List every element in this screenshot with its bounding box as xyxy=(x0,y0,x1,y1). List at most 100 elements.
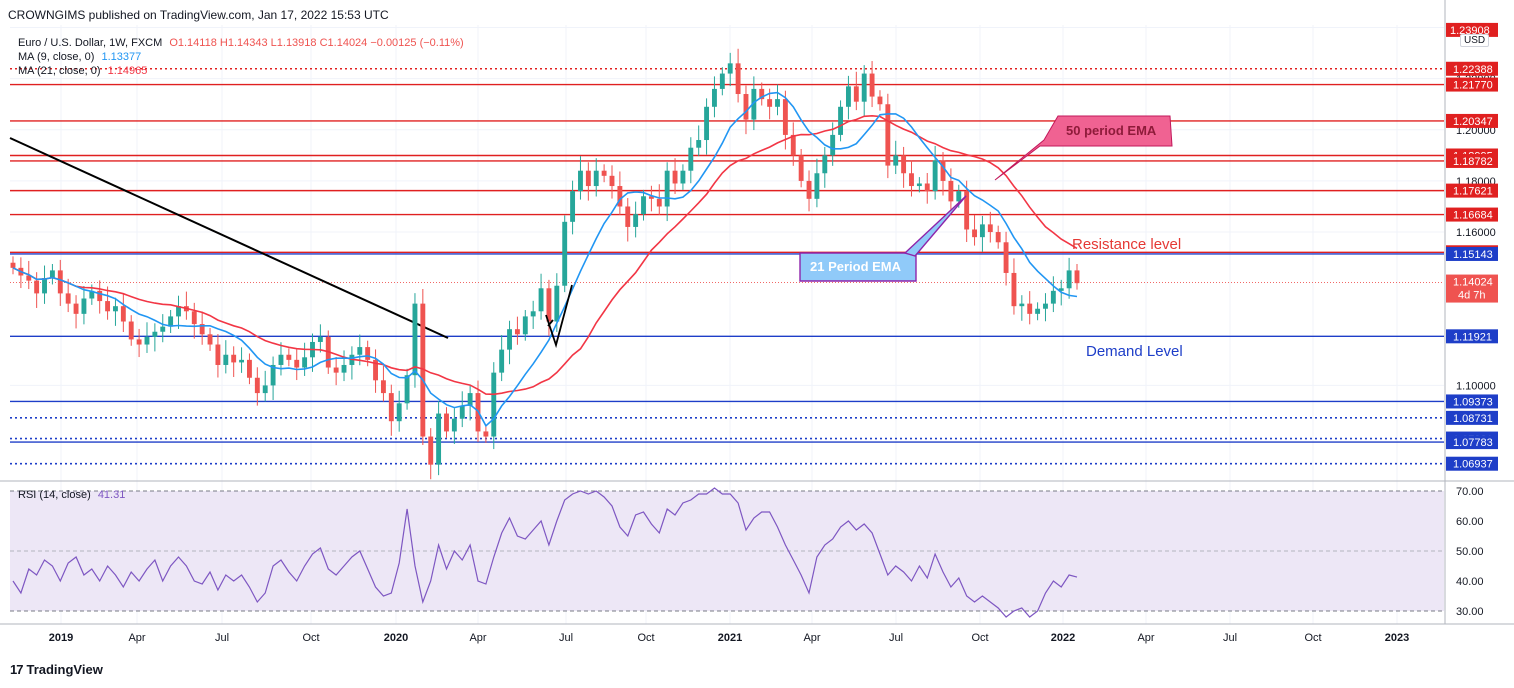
candle-body xyxy=(26,275,32,281)
candle-body xyxy=(893,155,899,166)
level-badge xyxy=(1446,183,1498,198)
candle-body xyxy=(451,418,457,432)
candle-body xyxy=(546,288,552,322)
currency-badge[interactable]: USD xyxy=(1460,34,1490,47)
rsi-line xyxy=(12,487,1078,618)
candle-body xyxy=(49,270,55,279)
candle-body xyxy=(105,301,111,312)
candle-body xyxy=(1003,242,1009,273)
candle-body xyxy=(223,354,229,365)
candle-body xyxy=(1035,308,1041,314)
candle-body xyxy=(916,183,922,187)
candle-body xyxy=(81,298,87,314)
candle-body xyxy=(396,403,402,422)
time-tick-label: 2021 xyxy=(718,632,742,644)
candle-body xyxy=(207,334,213,345)
candle-body xyxy=(901,155,907,174)
trend-line xyxy=(9,137,449,339)
candle-body xyxy=(932,160,938,192)
time-tick-label: Jul xyxy=(889,632,903,644)
candle-body xyxy=(1043,303,1048,309)
candle-body xyxy=(759,88,765,100)
ema21-label: 21 Period EMA xyxy=(810,259,902,274)
time-tick-label: Oct xyxy=(637,632,654,644)
demand-label: Demand Level xyxy=(1086,343,1183,360)
level-badge xyxy=(1446,410,1498,425)
tradingview-logo[interactable]: 17 TradingView xyxy=(10,662,103,677)
candle-body xyxy=(782,99,788,135)
level-badge-label: 1.09373 xyxy=(1453,396,1493,408)
candle-body xyxy=(790,134,796,156)
level-badge-label: 1.20347 xyxy=(1453,116,1493,128)
ma9-line xyxy=(12,91,1078,428)
current-price-label: 1.14024 xyxy=(1453,277,1493,289)
candle-body xyxy=(365,347,371,360)
candle-body xyxy=(199,324,205,335)
candle-body xyxy=(73,303,79,314)
candle-body xyxy=(775,99,780,107)
candle-body xyxy=(341,364,347,373)
candle-body xyxy=(302,357,308,368)
level-badge xyxy=(1446,77,1498,92)
level-badge xyxy=(1446,246,1498,261)
candle-body xyxy=(1027,303,1033,314)
level-badge-label: 1.08731 xyxy=(1453,413,1493,425)
level-badge-label: 1.17621 xyxy=(1453,186,1493,198)
level-badge xyxy=(1446,456,1498,471)
candle-body xyxy=(144,336,150,345)
candle-body xyxy=(1019,303,1025,307)
candle-body xyxy=(712,88,717,107)
horizontal-levels xyxy=(10,67,1444,465)
candle-body xyxy=(585,170,591,187)
candle-body xyxy=(696,140,702,148)
rsi-tick-label: 40.00 xyxy=(1456,576,1484,588)
candle-body xyxy=(822,155,828,174)
candle-body xyxy=(357,347,363,355)
level-badge-label: 1.22388 xyxy=(1453,64,1493,76)
candle-body xyxy=(10,262,16,268)
candle-body xyxy=(262,385,268,394)
candle-body xyxy=(483,431,489,437)
candle-body xyxy=(924,183,930,192)
time-tick-label: Apr xyxy=(1137,632,1154,644)
candle-body xyxy=(286,354,292,360)
time-tick-label: 2022 xyxy=(1051,632,1075,644)
level-badge xyxy=(1446,22,1498,37)
candle-body xyxy=(412,303,418,376)
candle-body xyxy=(420,303,426,437)
candle-body xyxy=(294,359,300,368)
ema21-callout xyxy=(799,252,917,282)
candle-body xyxy=(168,316,174,327)
time-tick-label: Apr xyxy=(469,632,486,644)
level-badge-label: 1.16684 xyxy=(1453,210,1493,222)
ema50-callout xyxy=(994,115,1173,181)
candle-body xyxy=(964,191,970,230)
candle-body xyxy=(751,88,757,120)
candle-body xyxy=(979,224,985,238)
candle-body xyxy=(562,221,568,286)
ema50-label: 50 period EMA xyxy=(1066,123,1157,138)
candle-body xyxy=(719,73,725,89)
candle-body xyxy=(176,306,181,317)
candle-body xyxy=(625,206,631,227)
candle-body xyxy=(388,393,394,422)
candle-body xyxy=(845,86,851,107)
candle-body xyxy=(798,155,804,181)
level-badge-label: 1.11921 xyxy=(1453,331,1492,343)
candle-body xyxy=(160,326,166,332)
candle-body xyxy=(113,306,118,312)
time-tick-label: 2019 xyxy=(49,632,73,644)
candle-body xyxy=(940,160,946,181)
candle-body xyxy=(254,377,260,394)
candle-body xyxy=(633,214,639,227)
tradingview-logo-text: TradingView xyxy=(26,662,103,677)
candle-body xyxy=(444,413,449,432)
rsi-tick-label: 50.00 xyxy=(1456,546,1484,558)
candle-body xyxy=(247,359,252,378)
candle-body xyxy=(830,134,836,156)
legend-ma21-line: MA (21, close, 0) 1.14965 xyxy=(18,64,464,78)
candles xyxy=(10,48,1080,480)
candle-body xyxy=(593,170,599,187)
candle-body xyxy=(909,173,914,187)
